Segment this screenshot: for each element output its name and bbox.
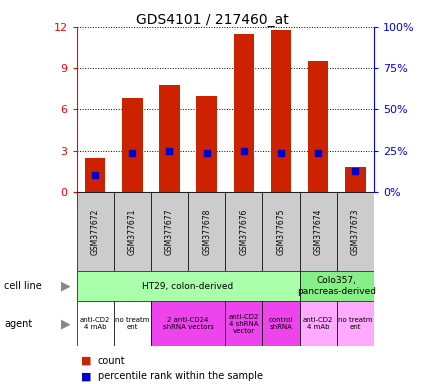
Text: percentile rank within the sample: percentile rank within the sample (98, 371, 263, 381)
Text: cell line: cell line (4, 281, 42, 291)
Bar (300, 301, 337, 346)
Bar (225, 301, 263, 346)
Bar (113, 301, 151, 346)
Text: agent: agent (4, 318, 32, 329)
Text: ▶: ▶ (61, 317, 71, 330)
Bar (337, 301, 374, 346)
Text: control
shRNA: control shRNA (269, 317, 293, 330)
Bar (300, 192, 337, 271)
Text: anti-CD2
4 mAb: anti-CD2 4 mAb (303, 317, 333, 330)
Text: no treatm
ent: no treatm ent (115, 317, 150, 330)
Bar (188, 192, 225, 271)
Text: GSM377672: GSM377672 (91, 208, 99, 255)
Bar (122, 98, 142, 192)
Text: GSM377674: GSM377674 (314, 208, 323, 255)
Bar (271, 30, 291, 192)
Text: GSM377675: GSM377675 (277, 208, 286, 255)
Bar (196, 96, 217, 192)
Text: GSM377676: GSM377676 (239, 208, 248, 255)
Bar (300, 271, 374, 301)
Bar (262, 301, 300, 346)
Point (315, 151, 322, 157)
Text: ■: ■ (81, 371, 91, 381)
Bar (345, 167, 366, 192)
Bar (151, 301, 225, 346)
Bar (76, 192, 113, 271)
Point (92, 172, 99, 179)
Bar (151, 192, 188, 271)
Bar (225, 192, 263, 271)
Text: no treatm
ent: no treatm ent (338, 317, 373, 330)
Text: 2 anti-CD24
shRNA vectors: 2 anti-CD24 shRNA vectors (163, 317, 213, 330)
Bar (85, 157, 105, 192)
Bar (159, 85, 180, 192)
Text: GSM377673: GSM377673 (351, 208, 360, 255)
Text: anti-CD2
4 mAb: anti-CD2 4 mAb (80, 317, 110, 330)
Bar (76, 271, 300, 301)
Bar (76, 301, 113, 346)
Text: GSM377678: GSM377678 (202, 208, 211, 255)
Text: GSM377677: GSM377677 (165, 208, 174, 255)
Text: GSM377671: GSM377671 (128, 208, 137, 255)
Point (203, 151, 210, 157)
Bar (337, 192, 374, 271)
Point (241, 148, 247, 154)
Point (352, 168, 359, 174)
Text: ■: ■ (81, 356, 91, 366)
Point (166, 148, 173, 154)
Text: count: count (98, 356, 125, 366)
Bar (234, 34, 254, 192)
Text: GDS4101 / 217460_at: GDS4101 / 217460_at (136, 13, 289, 27)
Bar (262, 192, 300, 271)
Text: HT29, colon-derived: HT29, colon-derived (142, 281, 234, 291)
Bar (308, 61, 329, 192)
Point (129, 151, 136, 157)
Text: ▶: ▶ (61, 280, 71, 293)
Point (278, 151, 284, 157)
Text: anti-CD2
4 shRNA
vector: anti-CD2 4 shRNA vector (229, 313, 259, 334)
Text: Colo357,
pancreas-derived: Colo357, pancreas-derived (298, 276, 376, 296)
Bar (113, 192, 151, 271)
